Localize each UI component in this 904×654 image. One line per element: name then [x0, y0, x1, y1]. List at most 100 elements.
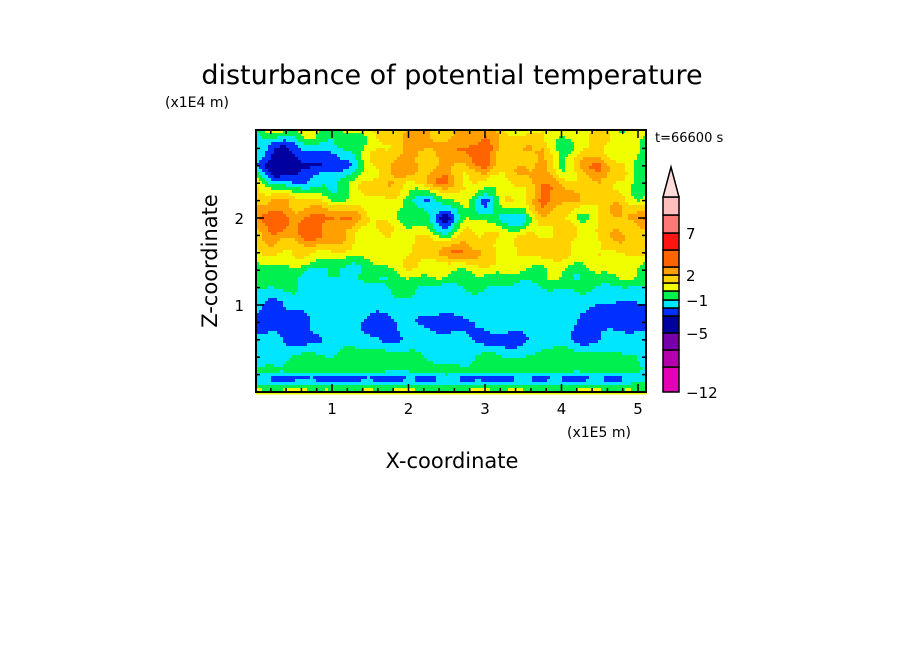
contour-region: [370, 154, 401, 158]
contour-region: [265, 130, 284, 134]
contour-region: [289, 220, 302, 224]
contour-region: [502, 355, 527, 359]
contour-region: [424, 199, 431, 203]
contour-region: [490, 142, 500, 146]
contour-region: [298, 130, 320, 134]
contour-region: [616, 301, 638, 305]
contour-region: [256, 274, 302, 278]
contour-region: [427, 178, 437, 182]
contour-region: [571, 334, 602, 338]
contour-region: [535, 190, 542, 194]
contour-region: [535, 166, 548, 170]
contour-region: [559, 154, 569, 158]
contour-region: [412, 247, 443, 251]
contour-region: [544, 154, 554, 158]
contour-region: [550, 211, 572, 215]
contour-region: [526, 190, 536, 194]
contour-region: [397, 325, 425, 329]
contour-region: [298, 172, 320, 176]
contour-region: [415, 376, 437, 380]
contour-region: [601, 157, 611, 161]
contour-region: [277, 331, 314, 335]
contour-region: [361, 325, 398, 329]
contour-region: [256, 238, 263, 242]
contour-region: [433, 184, 455, 188]
contour-region: [397, 328, 431, 332]
contour-region: [442, 232, 449, 236]
contour-region: [643, 196, 647, 200]
contour-region: [571, 244, 602, 248]
contour-region: [358, 277, 380, 281]
contour-region: [604, 160, 617, 164]
contour-region: [409, 253, 440, 257]
contour-region: [493, 196, 500, 200]
contour-region: [613, 202, 620, 206]
contour-region: [496, 256, 542, 260]
contour-region: [580, 313, 647, 317]
contour-region: [469, 244, 494, 248]
contour-region: [577, 154, 608, 158]
contour-region: [451, 271, 473, 275]
contour-region: [340, 268, 362, 272]
contour-region: [499, 133, 509, 137]
x-axis-label: X-coordinate: [386, 449, 519, 473]
contour-region: [550, 196, 581, 200]
contour-region: [442, 175, 449, 179]
contour-region: [553, 235, 578, 239]
contour-region: [406, 277, 410, 281]
contour-region: [340, 157, 356, 161]
contour-region: [397, 322, 419, 326]
contour-region: [499, 271, 521, 275]
contour-region: [424, 148, 434, 152]
contour-region: [274, 148, 290, 152]
contour-region: [577, 175, 590, 179]
contour-region: [406, 376, 416, 380]
contour-region: [571, 247, 602, 251]
contour-region: [547, 169, 557, 173]
contour-region: [616, 250, 647, 254]
contour-region: [469, 334, 527, 338]
contour-region: [478, 196, 494, 200]
contour-region: [268, 229, 284, 233]
contour-region: [577, 232, 599, 236]
contour-region: [643, 136, 647, 140]
contour-region: [466, 262, 497, 266]
contour-region: [256, 163, 266, 167]
contour-region: [307, 313, 371, 317]
contour-region: [277, 136, 296, 140]
contour-region: [328, 274, 341, 278]
contour-region: [388, 220, 401, 224]
contour-region: [610, 283, 647, 287]
contour-region: [256, 148, 269, 152]
contour-region: [598, 220, 635, 224]
contour-region: [514, 169, 530, 173]
contour-region: [538, 154, 545, 158]
contour-region: [307, 268, 329, 272]
contour-region: [490, 265, 533, 269]
contour-region: [484, 289, 548, 293]
contour-region: [487, 172, 500, 176]
contour-region: [574, 157, 584, 161]
contour-region: [256, 268, 308, 272]
contour-region: [556, 172, 578, 176]
contour-region: [538, 157, 545, 161]
contour-region: [589, 145, 605, 149]
contour-region: [619, 277, 635, 281]
contour-region: [304, 310, 377, 314]
contour-region: [526, 193, 536, 197]
contour-region: [349, 190, 362, 194]
contour-region: [502, 205, 530, 209]
contour-region: [547, 145, 557, 149]
contour-region: [274, 286, 299, 290]
contour-region: [349, 196, 386, 200]
y-tick-label: 1: [234, 297, 244, 315]
x-tick-labels: 1 2 3 4 5: [327, 400, 643, 418]
contour-region: [625, 199, 638, 203]
contour-region: [415, 172, 431, 176]
contour-region: [361, 181, 389, 185]
contour-region: [448, 226, 455, 230]
contour-region: [472, 229, 509, 233]
contour-region: [601, 253, 626, 257]
contour-region: [331, 190, 338, 194]
contour-region: [574, 325, 647, 329]
